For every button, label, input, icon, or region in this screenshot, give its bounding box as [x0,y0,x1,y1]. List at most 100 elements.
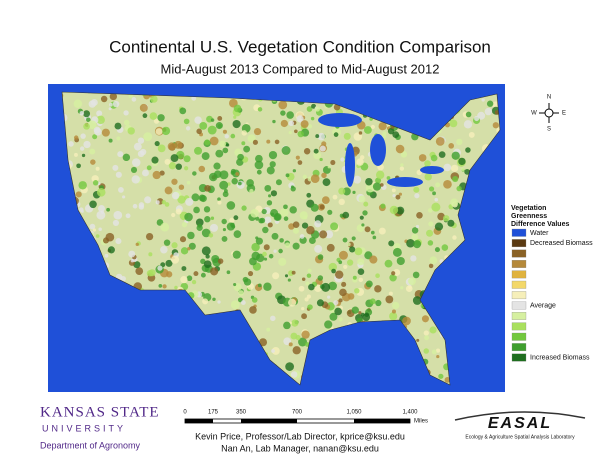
texture [266,139,271,144]
texture [104,253,109,258]
texture [224,134,229,139]
texture [280,119,288,128]
texture [431,202,441,212]
texture [73,99,83,109]
texture [155,128,163,136]
texture [361,223,365,227]
texture [262,226,269,234]
texture [160,222,170,232]
texture [328,281,337,291]
texture [375,299,382,307]
texture [188,242,196,250]
legend-swatch [511,291,527,300]
texture [217,300,221,304]
texture [131,158,141,167]
texture [233,282,237,287]
texture [83,140,91,149]
texture [369,255,378,264]
texture [261,208,267,215]
texture [278,257,287,266]
ksu-logo: KANSAS STATE UNIVERSITY Department of Ag… [40,404,159,450]
texture [465,111,472,118]
texture [358,277,364,283]
texture [405,285,413,292]
legend-label: Increased Biomass [530,355,590,362]
texture [217,258,224,264]
texture [233,115,237,119]
texture [441,244,449,251]
scale-segment [354,419,410,423]
texture [408,277,416,286]
texture [191,279,197,285]
texture [307,304,313,310]
texture [289,206,297,214]
texture [255,237,263,245]
texture [477,111,486,120]
texture [263,244,270,251]
texture [421,315,429,323]
texture [196,224,203,231]
texture [226,222,235,231]
texture [338,187,346,195]
legend-swatch [511,280,527,289]
texture [100,210,105,214]
texture [372,235,377,240]
texture [372,182,382,191]
texture [319,145,326,152]
texture [92,228,97,232]
texture [180,247,189,255]
texture [198,165,206,173]
texture [210,267,219,276]
texture [165,259,173,267]
texture [274,139,280,145]
texture [249,306,257,314]
texture [306,192,312,198]
texture [338,198,345,206]
texture [251,251,261,261]
texture [79,146,85,151]
texture [338,298,343,303]
texture [137,137,145,144]
texture [164,186,173,195]
texture [115,238,122,245]
texture [217,200,222,205]
texture [370,124,375,129]
texture [321,196,330,204]
legend-swatch [511,322,527,331]
texture [288,130,292,135]
texture [237,181,242,186]
texture [145,232,154,241]
texture [288,298,297,307]
texture [343,264,348,270]
texture [149,112,158,120]
texture [201,228,211,238]
texture [87,120,97,130]
texture [98,204,105,212]
logo-dept: Department of Agronomy [40,440,141,450]
texture [359,155,365,160]
texture [95,234,100,238]
texture [278,100,288,110]
texture [339,288,347,297]
texture [200,272,206,278]
texture [139,103,148,112]
legend-swatch [511,260,527,268]
texture [199,121,208,130]
texture [304,297,309,302]
texture [146,165,152,171]
texture [301,222,309,229]
texture [484,107,493,116]
texture [396,206,405,215]
texture [148,252,153,257]
texture [125,213,131,219]
texture [241,130,247,136]
texture [159,170,165,176]
texture [321,141,327,147]
texture [235,172,240,176]
texture [406,238,415,248]
texture [399,166,405,171]
texture [209,136,219,146]
texture [291,270,296,275]
texture [264,184,272,192]
texture [193,271,199,277]
